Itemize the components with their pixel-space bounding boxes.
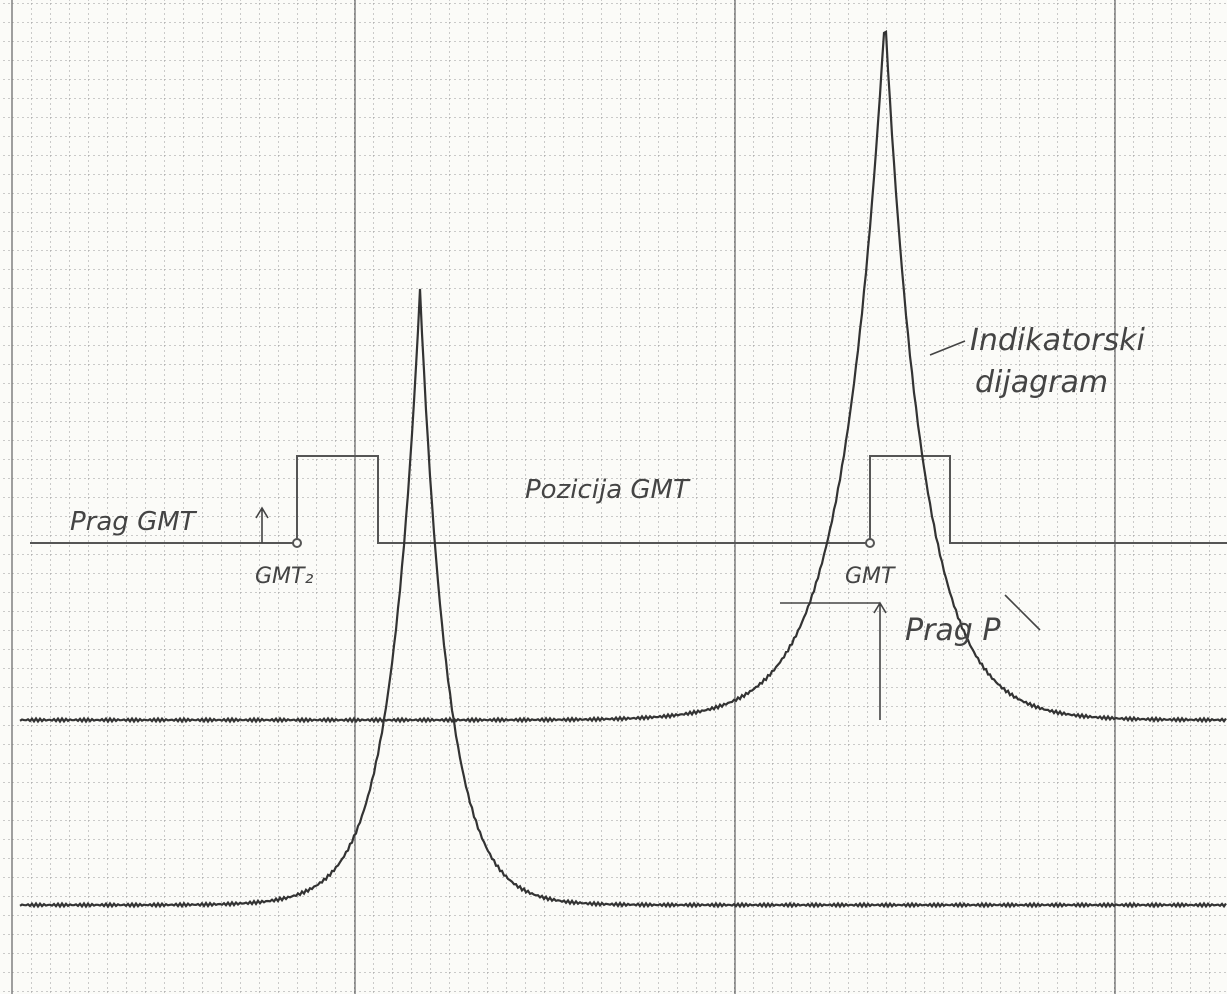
major-grid xyxy=(11,0,1116,994)
label: Indikatorski xyxy=(970,323,1145,358)
label: GMT xyxy=(845,564,896,589)
label: Prag GMT xyxy=(70,507,198,537)
position-trace xyxy=(30,455,1227,548)
indicator-trace xyxy=(19,288,1227,909)
label: Pozicija GMT xyxy=(525,475,691,505)
indicator-trace xyxy=(19,29,1227,724)
label: Prag P xyxy=(905,613,1001,648)
label: dijagram xyxy=(975,365,1108,400)
label: GMT₂ xyxy=(255,564,313,589)
annotations xyxy=(255,340,1041,720)
